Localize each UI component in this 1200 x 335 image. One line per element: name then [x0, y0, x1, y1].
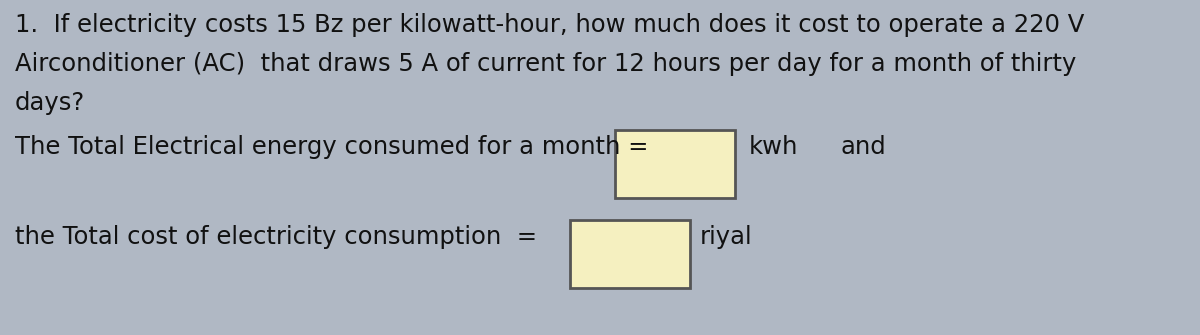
FancyBboxPatch shape — [570, 220, 690, 288]
Text: and: and — [840, 135, 886, 159]
Text: kwh: kwh — [749, 135, 798, 159]
Text: riyal: riyal — [700, 225, 752, 249]
Text: The Total Electrical energy consumed for a month =: The Total Electrical energy consumed for… — [14, 135, 648, 159]
Text: the Total cost of electricity consumption  =: the Total cost of electricity consumptio… — [14, 225, 538, 249]
Text: 1.  If electricity costs 15 Bz per kilowatt-hour, how much does it cost to opera: 1. If electricity costs 15 Bz per kilowa… — [14, 13, 1085, 37]
FancyBboxPatch shape — [616, 130, 734, 198]
Text: Airconditioner (AC)  that draws 5 A of current for 12 hours per day for a month : Airconditioner (AC) that draws 5 A of cu… — [14, 52, 1076, 76]
Text: days?: days? — [14, 91, 85, 115]
